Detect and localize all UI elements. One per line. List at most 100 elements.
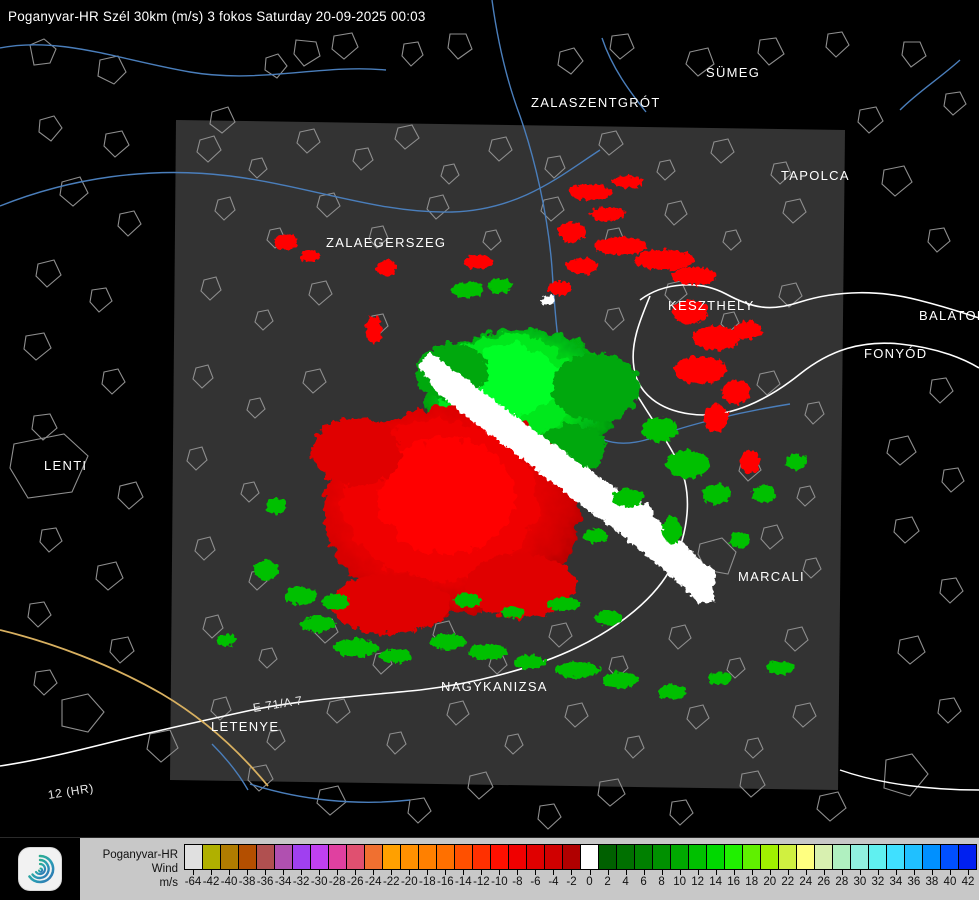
scale-tick-label-35: 26 (817, 876, 831, 888)
scale-swatch-28[interactable] (689, 845, 707, 869)
scale-tick-label-21: -2 (566, 876, 577, 888)
scale-tick-1 (211, 870, 213, 875)
scale-tick-label-31: 18 (745, 876, 759, 888)
scale-tick-10 (373, 870, 375, 875)
scale-swatch-8[interactable] (329, 845, 347, 869)
scale-tick-36 (841, 870, 843, 875)
scale-tick-label-33: 22 (781, 876, 795, 888)
scale-tick-label-4: -36 (256, 876, 274, 888)
scale-tick-label-36: 28 (835, 876, 849, 888)
scale-swatch-27[interactable] (671, 845, 689, 869)
scale-swatch-17[interactable] (491, 845, 509, 869)
scale-swatch-23[interactable] (599, 845, 617, 869)
scale-swatch-33[interactable] (779, 845, 797, 869)
scale-swatch-6[interactable] (293, 845, 311, 869)
color-scale-swatches[interactable] (184, 844, 977, 870)
scale-tick-4 (265, 870, 267, 875)
scale-tick-21 (571, 870, 573, 875)
scale-tick-30 (733, 870, 735, 875)
scale-tick-label-27: 10 (673, 876, 687, 888)
scale-tick-label-5: -34 (274, 876, 292, 888)
scale-swatch-39[interactable] (887, 845, 905, 869)
scale-swatch-10[interactable] (365, 845, 383, 869)
scale-tick-label-1: -42 (202, 876, 220, 888)
scale-tick-33 (787, 870, 789, 875)
scale-swatch-22[interactable] (581, 845, 599, 869)
scale-swatch-35[interactable] (815, 845, 833, 869)
scale-swatch-15[interactable] (455, 845, 473, 869)
scale-swatch-32[interactable] (761, 845, 779, 869)
scale-swatch-43[interactable] (959, 845, 976, 869)
scale-swatch-2[interactable] (221, 845, 239, 869)
map-vector-layer (0, 0, 979, 830)
scale-tick-label-6: -32 (292, 876, 310, 888)
scale-swatch-4[interactable] (257, 845, 275, 869)
scale-tick-17 (499, 870, 501, 875)
scale-swatch-41[interactable] (923, 845, 941, 869)
scale-swatch-9[interactable] (347, 845, 365, 869)
color-scale-legend: Poganyvar-HR Wind m/s -64 -42 -40 -38 -36 -34… (0, 837, 979, 900)
scale-swatch-14[interactable] (437, 845, 455, 869)
scale-tick-label-10: -24 (364, 876, 382, 888)
scale-tick-label-39: 34 (889, 876, 903, 888)
scale-swatch-1[interactable] (203, 845, 221, 869)
scale-swatch-25[interactable] (635, 845, 653, 869)
scale-tick-6 (301, 870, 303, 875)
scale-tick-27 (679, 870, 681, 875)
scale-tick-12 (409, 870, 411, 875)
scale-swatch-0[interactable] (185, 845, 203, 869)
scale-swatch-19[interactable] (527, 845, 545, 869)
scale-tick-label-28: 12 (691, 876, 705, 888)
scale-tick-42 (949, 870, 951, 875)
scale-swatch-40[interactable] (905, 845, 923, 869)
scale-tick-label-23: 2 (604, 876, 611, 888)
scale-tick-label-24: 4 (622, 876, 629, 888)
scale-swatch-21[interactable] (563, 845, 581, 869)
scale-swatch-3[interactable] (239, 845, 257, 869)
scale-tick-label-40: 36 (907, 876, 921, 888)
scale-tick-2 (229, 870, 231, 875)
scale-swatch-26[interactable] (653, 845, 671, 869)
scale-swatch-29[interactable] (707, 845, 725, 869)
legend-site-label: Poganyvar-HR (102, 849, 178, 861)
radar-spiral-icon[interactable] (19, 848, 61, 890)
scale-swatch-34[interactable] (797, 845, 815, 869)
scale-swatch-42[interactable] (941, 845, 959, 869)
logo-cell (0, 838, 80, 900)
scale-tick-3 (247, 870, 249, 875)
scale-tick-41 (931, 870, 933, 875)
scale-tick-label-29: 14 (709, 876, 723, 888)
scale-swatch-24[interactable] (617, 845, 635, 869)
scale-swatch-7[interactable] (311, 845, 329, 869)
scale-swatch-20[interactable] (545, 845, 563, 869)
legend-quantity-label: Wind (151, 863, 178, 875)
scale-tick-31 (751, 870, 753, 875)
scale-tick-label-2: -40 (220, 876, 238, 888)
page-title: Poganyvar-HR Szél 30km (m/s) 3 fokos Sat… (8, 9, 426, 24)
scale-swatch-18[interactable] (509, 845, 527, 869)
settlement-outlines-inner (186, 124, 825, 759)
scale-swatch-36[interactable] (833, 845, 851, 869)
scale-tick-25 (643, 870, 645, 875)
scale-swatch-38[interactable] (869, 845, 887, 869)
scale-tick-28 (697, 870, 699, 875)
scale-swatch-13[interactable] (419, 845, 437, 869)
scale-tick-label-42: 40 (943, 876, 957, 888)
scale-swatch-30[interactable] (725, 845, 743, 869)
scale-swatch-11[interactable] (383, 845, 401, 869)
scale-tick-label-3: -38 (238, 876, 256, 888)
scale-swatch-5[interactable] (275, 845, 293, 869)
scale-tick-label-0: -64 (184, 876, 202, 888)
scale-tick-23 (607, 870, 609, 875)
scale-tick-label-43: 42 (961, 876, 975, 888)
scale-swatch-31[interactable] (743, 845, 761, 869)
echo-red-cells-ne (274, 176, 762, 474)
scale-swatch-37[interactable] (851, 845, 869, 869)
color-scale[interactable]: -64 -42 -40 -38 -36 -34 -32 -30 -28 -26 -24 -22 -20-… (184, 842, 977, 896)
scale-tick-5 (283, 870, 285, 875)
scale-swatch-16[interactable] (473, 845, 491, 869)
scale-swatch-12[interactable] (401, 845, 419, 869)
scale-tick-label-12: -20 (400, 876, 418, 888)
radar-map-canvas[interactable]: Poganyvar-HR Szél 30km (m/s) 3 fokos Sat… (0, 0, 979, 838)
scale-tick-7 (319, 870, 321, 875)
